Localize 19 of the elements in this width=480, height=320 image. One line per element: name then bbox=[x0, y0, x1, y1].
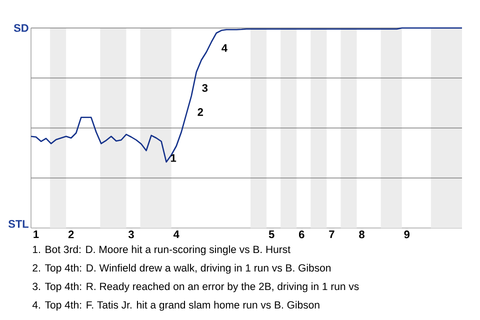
text: STL bbox=[8, 220, 28, 228]
text: 1. Bot 3rd: D. Moore hit a run-scoring single vs B. Hurst bbox=[33, 245, 290, 256]
annotation: 1 bbox=[170, 154, 176, 162]
x-tick-label: 6 bbox=[298, 230, 304, 238]
x-tick-label: 4 bbox=[173, 230, 180, 238]
x-tick-label: 7 bbox=[329, 230, 334, 238]
text: 4. Top 4th: F. Tatis Jr. hit a grand slam home run vs B. Gibson bbox=[32, 300, 320, 311]
x-tick-label: 1 bbox=[34, 230, 39, 238]
text: 2. Top 4th: D. Winfield drew a walk, driving in 1 run vs B. Gibson bbox=[32, 264, 331, 274]
x-tick-label: 3 bbox=[128, 230, 134, 238]
text: 3. Top 4th: R. Ready reached on an error by the 2B, driving in 1 run vs bbox=[32, 282, 359, 292]
x-tick-label: 5 bbox=[268, 230, 274, 238]
text: SD bbox=[14, 24, 28, 32]
annotation: 3 bbox=[202, 84, 208, 92]
annotation: 2 bbox=[198, 108, 204, 116]
annotation: 4 bbox=[222, 44, 228, 52]
x-tick-label: 8 bbox=[359, 230, 364, 238]
x-tick-label: 9 bbox=[404, 230, 410, 238]
x-tick-label: 2 bbox=[68, 230, 74, 238]
